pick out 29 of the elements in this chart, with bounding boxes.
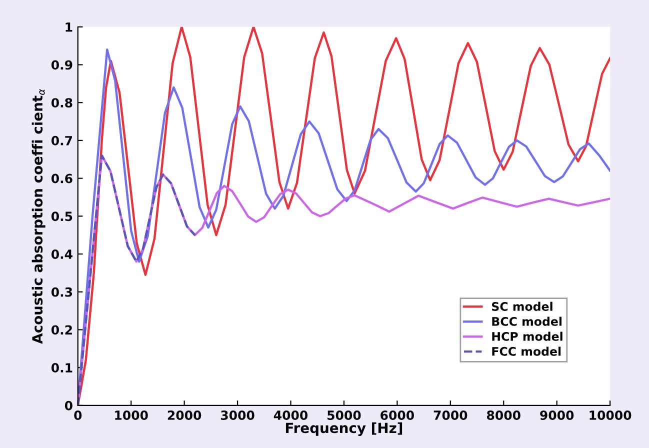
y-tick-label: 0 xyxy=(64,400,72,410)
legend-label: SC model xyxy=(492,302,552,311)
x-tick-label: 3000 xyxy=(220,410,254,420)
legend-label: FCC model xyxy=(492,346,561,356)
x-tick-label: 1000 xyxy=(115,410,148,420)
x-tick-label: 4000 xyxy=(274,410,308,420)
y-tick-label: 0.6 xyxy=(51,174,72,184)
x-tick-label: 5000 xyxy=(328,410,361,420)
x-tick-label: 7000 xyxy=(434,410,468,420)
x-tick-label: 6000 xyxy=(380,410,414,420)
y-tick-label: 0.4 xyxy=(51,249,72,259)
x-tick-label: 0 xyxy=(74,410,82,420)
legend-label: HCP model xyxy=(492,332,562,341)
y-tick-label: 0.9 xyxy=(51,60,72,70)
y-tick-label: 0.5 xyxy=(51,212,72,222)
x-tick-label: 8000 xyxy=(486,410,520,420)
y-tick-label: 0.8 xyxy=(51,98,72,108)
y-tick-label: 1 xyxy=(66,22,72,32)
x-tick-label: 10000 xyxy=(590,410,632,420)
y-tick-label: 0.1 xyxy=(51,363,72,373)
x-tick-label: 2000 xyxy=(168,410,202,420)
legend-label: BCC model xyxy=(492,316,562,326)
y-axis-title: Acoustic absorption coeffi cient$_{α}$ xyxy=(32,88,46,344)
y-tick-label: 0.7 xyxy=(51,136,72,146)
x-axis-title: Frequency [Hz] xyxy=(286,422,402,436)
line-series xyxy=(78,154,196,406)
x-tick-label: 9000 xyxy=(540,410,574,420)
y-tick-label: 0.2 xyxy=(51,325,72,335)
y-tick-label: 0.3 xyxy=(51,287,72,297)
